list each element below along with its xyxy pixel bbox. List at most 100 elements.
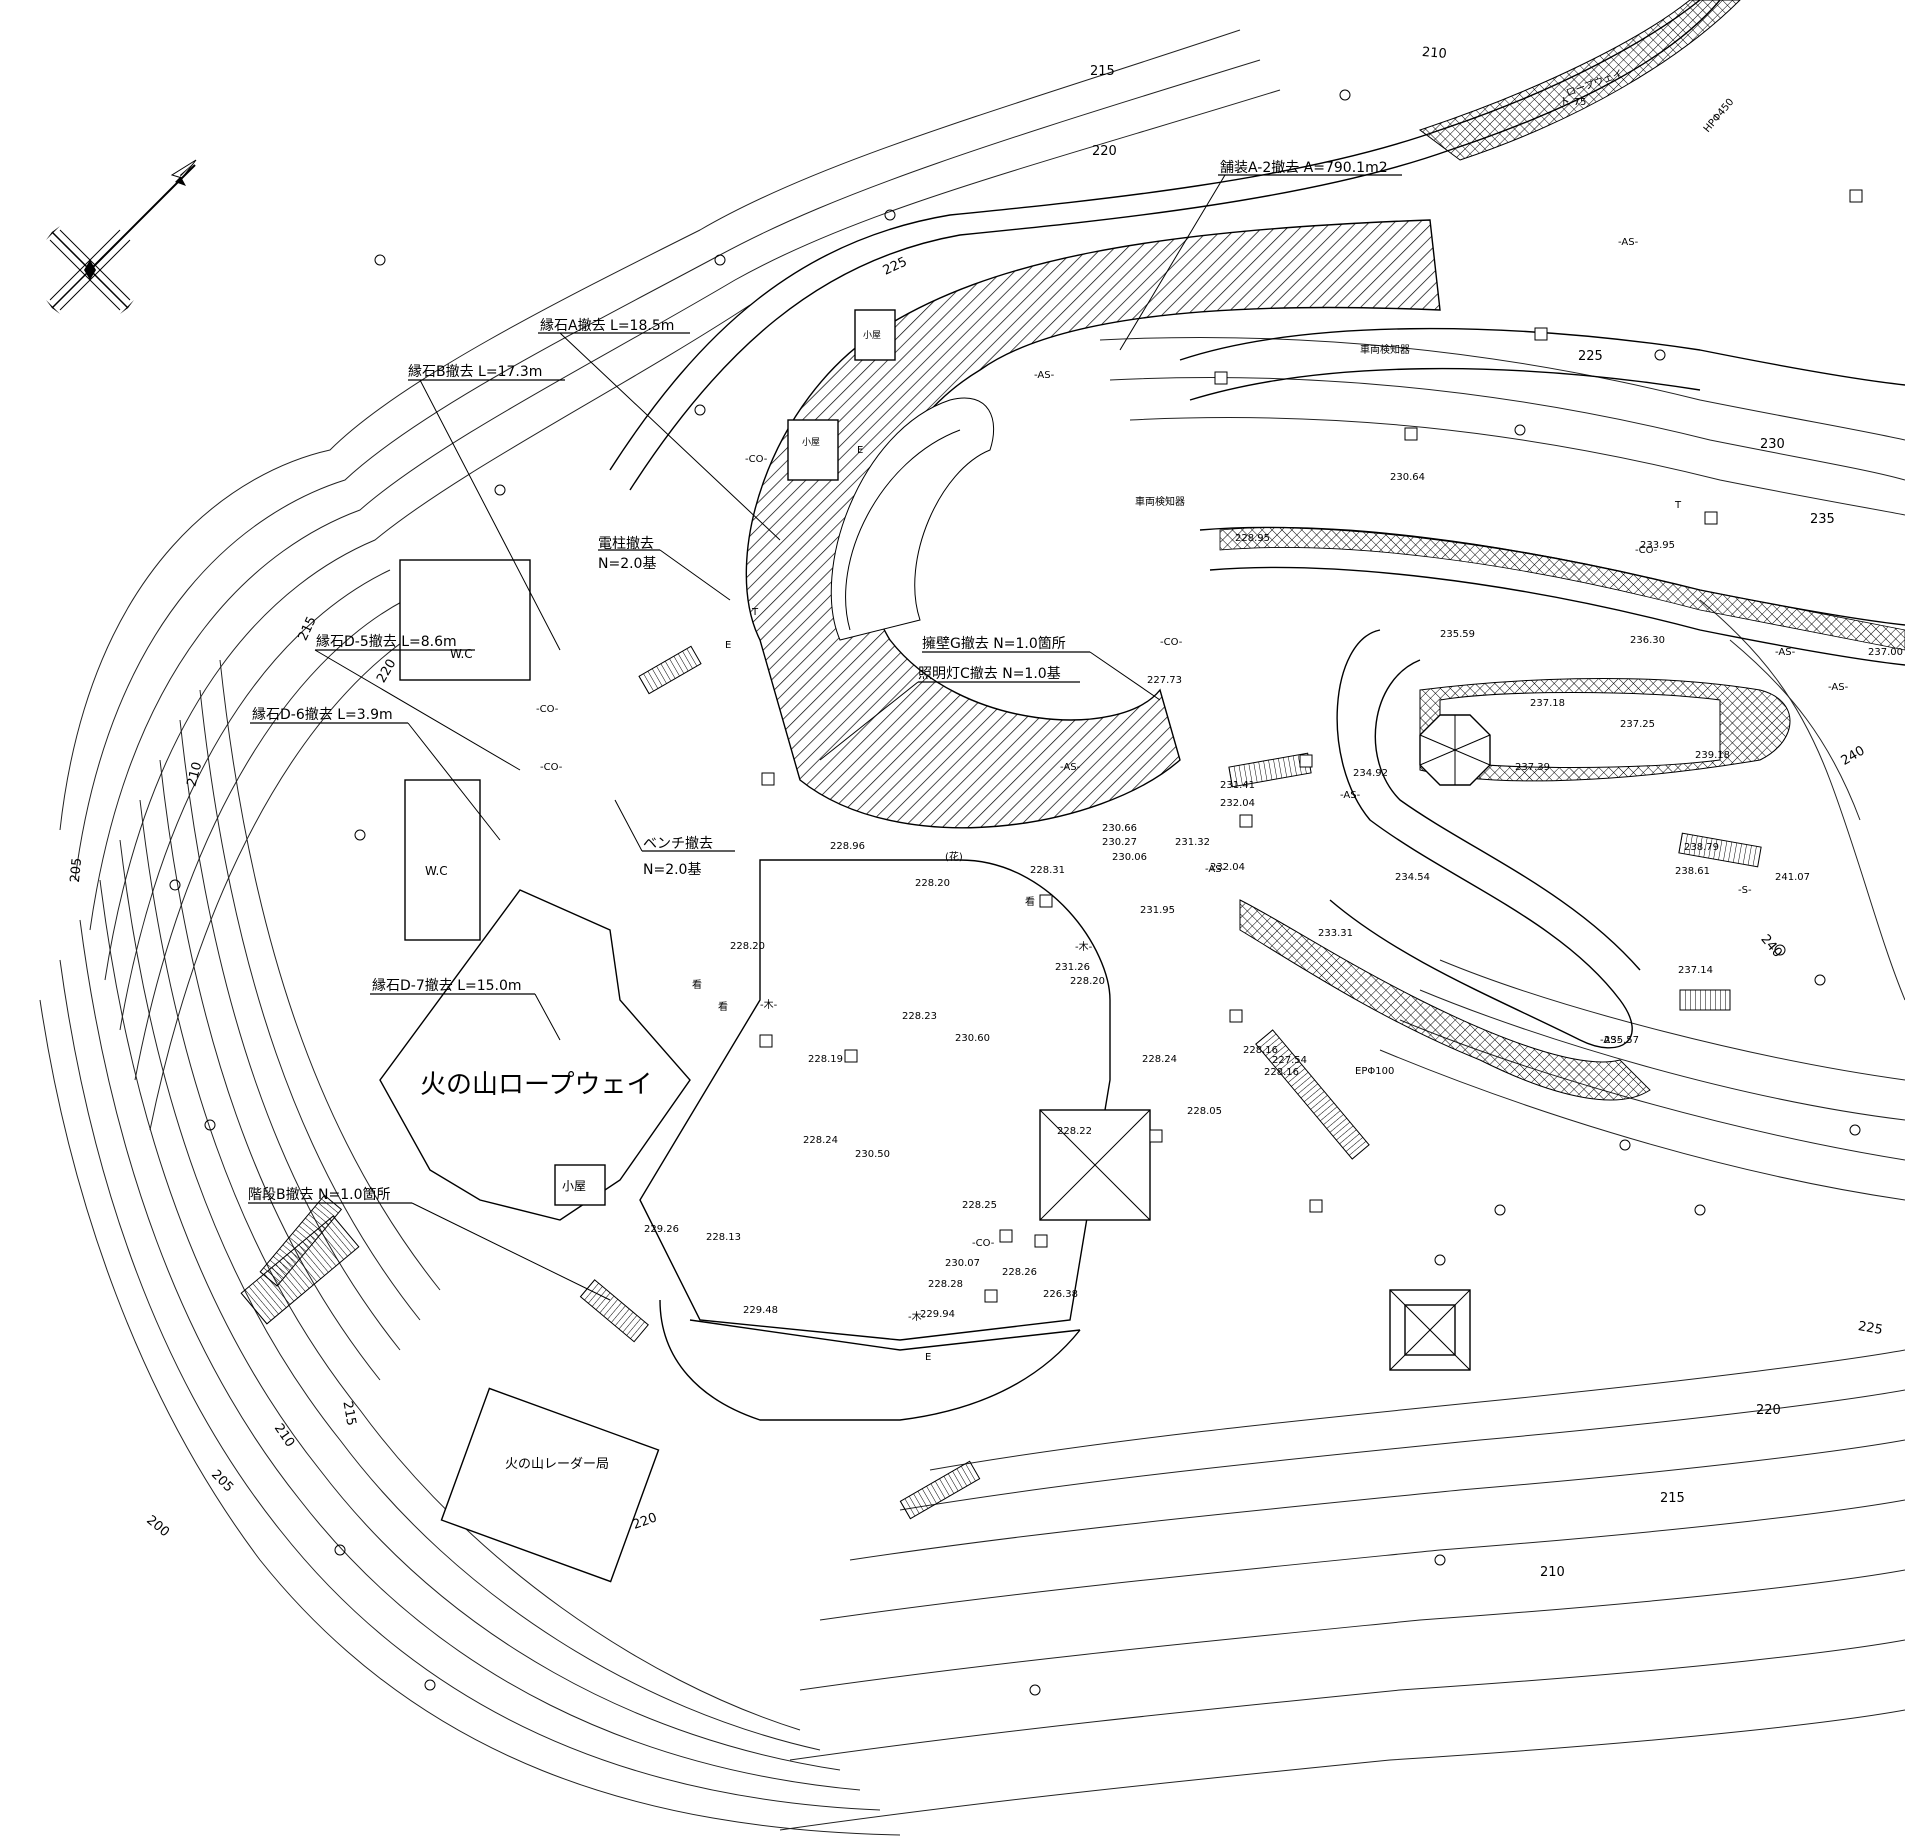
note-bench-2: N=2.0基 <box>643 861 701 878</box>
elevation: 228.96 <box>830 841 865 852</box>
pipe-label: EPΦ100 <box>1355 1066 1394 1077</box>
elevation: 230.50 <box>855 1149 890 1160</box>
contour-label: 225 <box>1578 349 1603 364</box>
asphalt-label: -AS- <box>1600 1035 1621 1046</box>
contour-label: 215 <box>1090 64 1115 79</box>
asphalt-label: -AS- <box>1775 647 1796 658</box>
note-curb-d5: 縁石D-5撤去 L=8.6m <box>316 634 457 650</box>
ropeway-station <box>379 889 691 1221</box>
elevation: 230.06 <box>1112 852 1147 863</box>
note-curb-d6: 縁石D-6撤去 L=3.9m <box>252 707 393 723</box>
vehicle-detector-label: 車両検知器 <box>1135 495 1185 508</box>
elevation: 228.28 <box>928 1279 963 1290</box>
hut-label-2: 小屋 <box>802 437 820 448</box>
wc-building-2 <box>404 779 481 941</box>
asphalt-label: -AS- <box>1618 237 1639 248</box>
spot-elevations: 230.64 233.95 228.95 235.59 236.30 237.0… <box>644 472 1903 1320</box>
elevation: 229.26 <box>644 1224 679 1235</box>
concrete-label: -CO- <box>536 704 559 715</box>
elevation: 230.60 <box>955 1033 990 1044</box>
elevation: 239.18 <box>1695 750 1730 761</box>
elevation: 229.48 <box>743 1305 778 1316</box>
contour-label: 225 <box>1857 1319 1884 1338</box>
elevation: 228.95 <box>1235 533 1270 544</box>
elevation: 234.92 <box>1353 768 1388 779</box>
asphalt-label: -AS- <box>1060 762 1081 773</box>
elevation: 231.32 <box>1175 837 1210 848</box>
contour-label: 235 <box>1810 512 1835 527</box>
radar-station <box>440 1387 660 1583</box>
contour-label: 210 <box>271 1421 298 1450</box>
elevation: 237.14 <box>1678 965 1713 976</box>
elevation: 228.23 <box>902 1011 937 1022</box>
elevation: 228.22 <box>1057 1126 1092 1137</box>
note-curb-a: 縁石A撤去 L=18.5m <box>540 318 674 334</box>
elevation: 235.57 <box>1604 1035 1639 1046</box>
contour-label: 215 <box>1660 1491 1685 1506</box>
road-network <box>609 0 1905 1421</box>
contour-label: 220 <box>1092 144 1117 159</box>
t-marker-label: T <box>751 607 759 618</box>
vehicle-detector-label: 車両検知器 <box>1360 343 1410 356</box>
concrete-label: -CO- <box>540 762 563 773</box>
note-paving: 舗装A-2撤去 A=790.1m2 <box>1220 160 1388 176</box>
elevation: 228.20 <box>915 878 950 889</box>
elevation: 230.07 <box>945 1258 980 1269</box>
tree-symbols <box>169 89 1861 1696</box>
note-curb-d7: 縁石D-7撤去 L=15.0m <box>372 978 522 994</box>
elevation: 238.61 <box>1675 866 1710 877</box>
radar-building-label: 火の山レーダー局 <box>505 1457 609 1472</box>
elevation: 232.04 <box>1210 862 1245 873</box>
hut-label-3: 小屋 <box>562 1179 586 1193</box>
elevation: 230.66 <box>1102 823 1137 834</box>
elevation: 231.41 <box>1220 780 1255 791</box>
elevation: 228.05 <box>1187 1106 1222 1117</box>
elevation: 231.26 <box>1055 962 1090 973</box>
demolition-notes: 舗装A-2撤去 A=790.1m2 縁石A撤去 L=18.5m 縁石B撤去 L=… <box>248 160 1388 1203</box>
elevation: 228.20 <box>730 941 765 952</box>
elevation: 237.18 <box>1530 698 1565 709</box>
sign-label: 看 <box>718 1000 728 1013</box>
hut-3 <box>554 1164 606 1206</box>
elevation: 237.39 <box>1515 762 1550 773</box>
flower-bed-label: (花) <box>945 850 963 863</box>
elevation: 230.64 <box>1390 472 1425 483</box>
asphalt-label: -AS- <box>1340 790 1361 801</box>
elevation: 233.95 <box>1640 540 1675 551</box>
e-marker-label: E <box>925 1352 931 1363</box>
contour-label: 200 <box>143 1513 172 1540</box>
elevation: 236.30 <box>1630 635 1665 646</box>
wc-building-1 <box>399 559 531 681</box>
north-arrow-icon <box>46 159 197 314</box>
elevation: 237.25 <box>1620 719 1655 730</box>
manhole-markers <box>759 189 1863 1303</box>
elevation: 228.20 <box>1070 976 1105 987</box>
elevation: 237.00 <box>1868 647 1903 658</box>
elevation: 241.07 <box>1775 872 1810 883</box>
hut-label-1: 小屋 <box>863 330 881 341</box>
concrete-label: -CO- <box>972 1238 995 1249</box>
contour-label: 205 <box>208 1467 236 1495</box>
contour-label: 210 <box>1540 1565 1565 1580</box>
e-marker-label: E <box>725 640 731 651</box>
contour-lines <box>39 29 1905 1836</box>
hut-2 <box>787 419 839 481</box>
buildings <box>240 309 1762 1583</box>
wc-label-1: W.C <box>450 647 473 661</box>
contour-label: 210 <box>184 760 205 788</box>
elevation: 227.54 <box>1272 1055 1307 1066</box>
asphalt-label: -AS- <box>1828 682 1849 693</box>
elevation: 228.24 <box>1142 1054 1177 1065</box>
ropeway-number: ト-75 <box>1560 97 1586 108</box>
asphalt-label: -AS- <box>1205 864 1226 875</box>
note-stairs-b: 階段B撤去 N=1.0箇所 <box>248 1186 391 1203</box>
elevation: 228.25 <box>962 1200 997 1211</box>
elevation: 233.31 <box>1318 928 1353 939</box>
elevation: 232.04 <box>1220 798 1255 809</box>
elevation: 231.95 <box>1140 905 1175 916</box>
t-marker-label: T <box>1674 500 1682 511</box>
asphalt-label: -AS- <box>1034 370 1055 381</box>
storm-label: -S- <box>1738 885 1752 896</box>
elevation: 234.54 <box>1395 872 1430 883</box>
wood-label: -木- <box>760 999 778 1011</box>
